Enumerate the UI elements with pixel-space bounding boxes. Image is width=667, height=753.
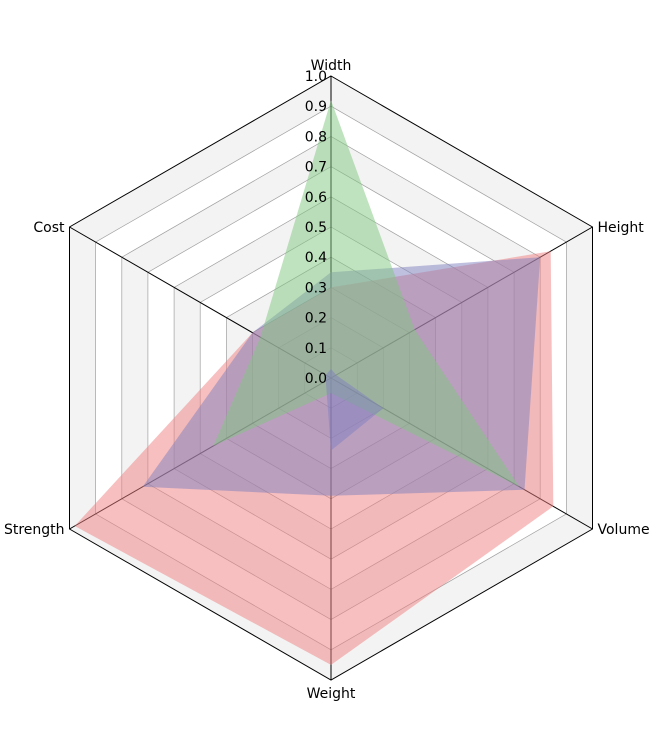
axis-label-strength: Strength xyxy=(4,522,65,538)
series-area-3 xyxy=(213,100,520,487)
tick-label: 1.0 xyxy=(305,69,327,85)
radar-series xyxy=(74,100,554,665)
series-area-4 xyxy=(325,368,384,451)
radial-tick-labels: 0.0 0.1 0.2 0.3 0.4 0.5 0.6 0.7 0.8 0.9 1.0 xyxy=(305,69,327,387)
tick-label: 0.6 xyxy=(305,190,327,206)
radar-outline xyxy=(69,75,593,681)
tick-label: 0.8 xyxy=(305,129,327,145)
tick-label: 0.5 xyxy=(305,220,327,236)
tick-label: 0.7 xyxy=(305,160,327,176)
axis-label-cost: Cost xyxy=(33,220,65,236)
tick-label: 0.3 xyxy=(305,280,327,296)
tick-label: 0.9 xyxy=(305,99,327,115)
tick-label: 0.4 xyxy=(305,250,327,266)
axis-labels: Width Height Volume Weight Strength Cost xyxy=(4,58,650,702)
tick-label: 0.1 xyxy=(305,341,327,357)
tick-label: 0.2 xyxy=(305,311,327,327)
axis-label-height: Height xyxy=(598,220,645,236)
axis-label-weight: Weight xyxy=(307,686,356,702)
axis-label-width: Width xyxy=(311,58,352,74)
outer-ring xyxy=(69,75,593,681)
tick-label: 0.0 xyxy=(305,371,327,387)
axis-label-volume: Volume xyxy=(598,522,650,538)
